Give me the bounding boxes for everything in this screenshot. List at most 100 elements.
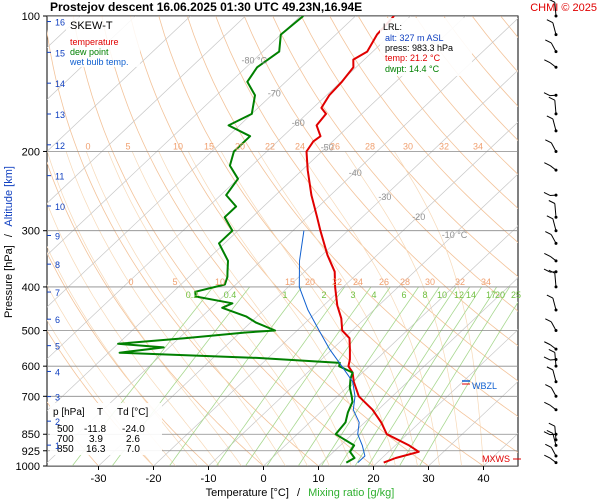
wind-barb-flag xyxy=(548,200,556,204)
wind-barb-flag xyxy=(549,0,556,3)
altitude-tick-label: 15 xyxy=(55,48,65,58)
wet-bulb-curve xyxy=(298,230,366,463)
wind-barb-flag xyxy=(544,401,551,406)
altitude-tick-label: 3 xyxy=(55,393,60,403)
table-row-850-p: 850 xyxy=(57,444,74,455)
svg-text:Temperature [°C] /: Temperature [°C] / Mixing ratio [g/kg] xyxy=(206,487,395,499)
y-axis-title-altitude: Altitude [km] xyxy=(3,166,15,227)
altitude-tick-label: 8 xyxy=(55,260,60,270)
theta-label: 28 xyxy=(365,141,375,151)
wind-barb-point xyxy=(554,33,558,37)
wind-barb-point xyxy=(554,193,558,197)
wind-barbs xyxy=(543,0,558,465)
y-tick-label: 600 xyxy=(22,361,40,373)
wind-barb-point xyxy=(554,347,558,351)
legend: SKEW-T temperature dew point wet bulb te… xyxy=(66,17,140,67)
y-tick-label: 700 xyxy=(22,391,40,403)
wind-barb-flag xyxy=(545,139,552,144)
y-tick-label: 850 xyxy=(22,429,40,441)
wind-barb-shaft xyxy=(552,369,557,382)
mixing-ratio-label: 1 xyxy=(282,290,287,300)
x-tick-label: 40 xyxy=(477,473,489,485)
wind-barb-flag xyxy=(548,96,556,101)
mixing-ratio-label: 14 xyxy=(466,290,476,300)
wind-barb-flag xyxy=(544,252,551,257)
wind-barb-shaft xyxy=(554,426,557,440)
wind-barb-point xyxy=(554,112,558,116)
altitude-tick-label: 2 xyxy=(55,417,60,427)
wind-barb-flag xyxy=(544,454,551,459)
wind-barb-flag xyxy=(546,294,554,299)
altitude-tick-label: 12 xyxy=(55,141,65,151)
y-axis-title-pressure: Pressure [hPa] xyxy=(3,245,15,318)
y-tick-label: 500 xyxy=(22,326,40,338)
altitude-tick-label: 11 xyxy=(55,172,64,182)
altitude-tick-label: 6 xyxy=(55,315,60,325)
x-tick-label: -20 xyxy=(146,473,162,485)
isotherm-line xyxy=(47,16,466,412)
theta-label: 22 xyxy=(332,277,342,287)
isotherm-line xyxy=(373,329,518,466)
x-axis-title: Temperature [°C] / Mixing ratio [g/kg] xyxy=(206,487,395,499)
isotherm-line xyxy=(98,69,518,466)
table-row-700-td: 2.6 xyxy=(126,434,140,445)
dry-adiabat-line xyxy=(300,16,518,278)
theta-label: 32 xyxy=(439,141,449,151)
isotherm-line xyxy=(47,16,136,100)
wind-barb-flag xyxy=(545,39,552,44)
wind-barb-point xyxy=(554,285,558,289)
lrl-box: LRL: alt: 327 m ASL press: 983.3 hPa tem… xyxy=(380,18,472,76)
isotherm-label: -10 °C xyxy=(442,230,468,240)
wind-barb-flag xyxy=(543,192,551,196)
wind-barb-shaft xyxy=(550,142,557,152)
lrl-title: LRL: xyxy=(383,22,402,32)
wind-barb-flag xyxy=(543,92,551,97)
dry-adiabat-line xyxy=(243,16,518,347)
temperature-curve xyxy=(305,16,420,464)
x-tick-label: 30 xyxy=(422,473,434,485)
theta-label: 15 xyxy=(204,141,214,151)
x-tick-label: -30 xyxy=(91,473,107,485)
theta-label: 5 xyxy=(172,277,177,287)
wind-barb-shaft xyxy=(554,203,557,218)
mixing-ratio-label: 2 xyxy=(321,290,326,300)
lrl-pressure: press: 983.3 hPa xyxy=(385,43,453,53)
dry-adiabat-line xyxy=(186,16,518,417)
x-axis-title-mixing-ratio: Mixing ratio [g/kg] xyxy=(308,487,394,499)
copyright-label: CHMI © 2025 xyxy=(530,2,597,14)
isotherm-label: -50 xyxy=(321,143,334,153)
wind-barb-flag xyxy=(543,268,551,273)
isotherm-label: -30 xyxy=(378,192,391,202)
isotherm-line xyxy=(263,225,518,466)
dry-adiabat-line xyxy=(586,16,600,466)
mixing-ratio-label: 25 xyxy=(511,290,521,300)
wind-barb-shaft xyxy=(550,447,557,457)
y-axis-title-separator: / xyxy=(3,233,15,237)
dry-adiabat-line xyxy=(357,16,518,209)
x-tick-label: 0 xyxy=(260,473,266,485)
svg-text:Pressure [hPa] / A: Pressure [hPa] / Altitude [km] xyxy=(3,166,15,318)
isotherm-line xyxy=(539,16,600,466)
wind-barb-point xyxy=(554,408,558,412)
wind-barb-point xyxy=(554,329,558,333)
isotherm-line xyxy=(47,17,518,464)
wind-barb-point xyxy=(554,215,558,219)
dry-adiabat-line xyxy=(272,16,518,312)
y-tick-label: 100 xyxy=(22,11,40,23)
legend-dew-point: dew point xyxy=(70,47,109,57)
isotherm-label: -40 xyxy=(349,168,362,178)
x-axis-title-separator: / xyxy=(297,487,301,499)
dry-adiabat-line xyxy=(558,16,600,466)
theta-label: 30 xyxy=(403,141,413,151)
table-row-500-p: 500 xyxy=(57,424,74,435)
y-tick-label: 200 xyxy=(22,146,40,158)
wind-barb-point xyxy=(554,168,558,172)
wind-barb-shaft xyxy=(550,387,557,397)
wind-barb-point xyxy=(554,270,558,274)
table-header-t: T xyxy=(97,407,103,418)
theta-label: 20 xyxy=(235,141,245,151)
mixing-ratio-label: 0.2 xyxy=(186,290,199,300)
wind-barb-flag xyxy=(546,430,554,434)
wind-barb-point xyxy=(554,93,558,97)
